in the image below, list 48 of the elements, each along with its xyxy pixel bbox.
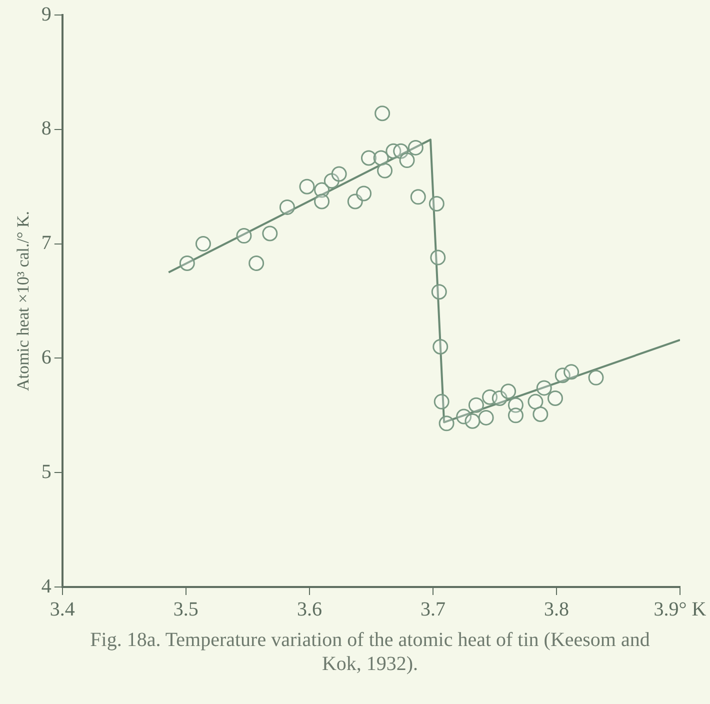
point	[299, 178, 315, 194]
point	[377, 162, 393, 178]
y-tick-label: 9	[41, 3, 52, 26]
x-tick-label: 3.8	[544, 598, 569, 620]
y-tick-label: 8	[41, 118, 52, 140]
point	[179, 256, 195, 271]
point	[464, 413, 480, 429]
y-tick-label: 5	[41, 460, 52, 483]
point	[536, 380, 552, 396]
point	[430, 250, 446, 266]
point	[236, 228, 252, 244]
x-tick-label: 3.7	[420, 598, 446, 620]
point	[374, 106, 390, 122]
point	[428, 196, 444, 212]
point	[373, 150, 389, 166]
point	[431, 284, 447, 300]
y-tick-label: 6	[41, 346, 52, 368]
point	[356, 186, 372, 202]
point	[438, 416, 454, 432]
caption: Fig. 18a. Temperature variation of the atomic heat of tin (Keesom and Kok, 1932).	[90, 628, 650, 676]
point	[468, 397, 484, 413]
point	[532, 406, 548, 422]
point	[279, 199, 295, 215]
point	[528, 394, 544, 410]
point	[399, 152, 415, 168]
y-tick-label: 7	[41, 232, 52, 254]
point	[360, 150, 376, 166]
x-tick-label: 3.4	[50, 598, 75, 620]
point	[410, 189, 426, 205]
point	[508, 408, 524, 424]
point	[564, 364, 580, 380]
point	[434, 394, 450, 410]
point	[248, 256, 264, 271]
point	[500, 384, 516, 400]
y-tick-label: 4	[41, 575, 52, 598]
point	[262, 226, 278, 242]
point	[547, 390, 563, 406]
point	[195, 236, 211, 252]
point	[331, 166, 347, 182]
point	[314, 194, 330, 210]
x-tick-label: 3.5	[173, 598, 198, 620]
point	[588, 370, 604, 386]
point	[408, 140, 424, 156]
y-axis-title: Atomic heat ×10³ cal./° K.	[14, 210, 33, 392]
x-tick-label: 3.6	[296, 598, 322, 620]
x-tick-label: 3.9° K	[654, 598, 707, 620]
point	[478, 410, 494, 426]
point	[432, 339, 448, 355]
